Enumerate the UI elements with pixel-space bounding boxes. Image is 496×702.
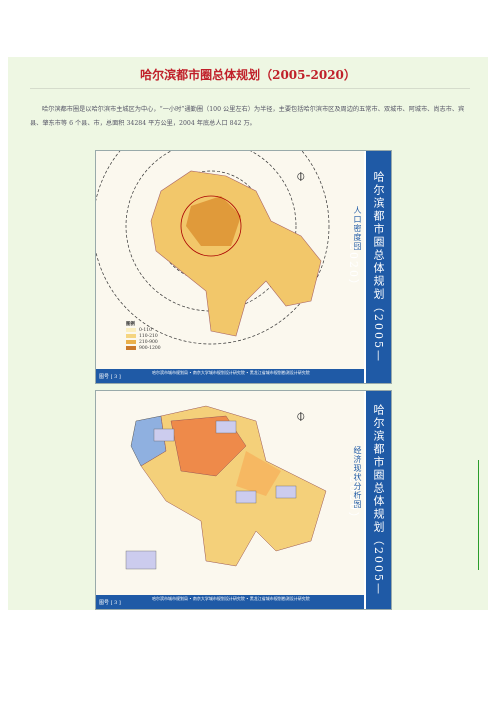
paragraph: 哈尔滨都市圈是以哈尔滨市主城区为中心，“一小时”通勤圈（100 公里左右）为半径… (30, 106, 465, 127)
svg-text:⌽: ⌽ (296, 406, 306, 425)
legend-item: 0-110 (126, 327, 161, 333)
rule (30, 88, 470, 89)
footer: 哈尔滨市城市规划局 • 南京大学城市规划设计研究院 • 黑龙江省城市规划勘测设计… (96, 369, 364, 383)
legend-item: 210-900 (126, 339, 161, 345)
figure: ⌽ 图例 0-110 110-210 210-900 900-1200 人口密度图 哈… (95, 150, 392, 384)
legend-label: 900-1200 (139, 345, 161, 351)
legend-label: 110-210 (139, 333, 158, 339)
figure-number: 图号 [ 3 ] (99, 600, 121, 606)
svg-text:⌽: ⌽ (296, 166, 306, 185)
legend-item: 900-1200 (126, 345, 161, 351)
figure: ⌽ 经济现状分析图 哈尔滨都市圈总体规划（2005—2020） 哈尔滨市城市规划… (95, 390, 392, 610)
legend-item: 110-210 (126, 333, 161, 339)
side-title: 哈尔滨都市圈总体规划（2005—2020） (347, 391, 391, 609)
legend: 图例 0-110 110-210 210-900 900-1200 (126, 321, 161, 351)
legend-title: 图例 (126, 322, 135, 327)
legend-swatch (126, 334, 136, 338)
caption: 经济现状分析图 (352, 446, 363, 509)
title: 哈尔滨都市圈总体规划（2005-2020） (140, 68, 356, 82)
footer: 哈尔滨市城市规划局 • 南京大学城市规划设计研究院 • 黑龙江省城市规划勘测设计… (96, 595, 364, 609)
side-title: 哈尔滨都市圈总体规划（2005—2020） (347, 151, 391, 383)
margin-line (478, 460, 479, 570)
legend-label: 210-900 (139, 339, 158, 345)
figure-number: 图号 [ 3 ] (99, 374, 121, 380)
legend-label: 0-110 (139, 327, 152, 333)
map: ⌽ (96, 391, 364, 595)
legend-swatch (126, 340, 136, 344)
caption: 人口密度图 (353, 206, 362, 251)
map: ⌽ (96, 151, 364, 369)
legend-swatch (126, 346, 136, 350)
legend-swatch (126, 328, 136, 332)
